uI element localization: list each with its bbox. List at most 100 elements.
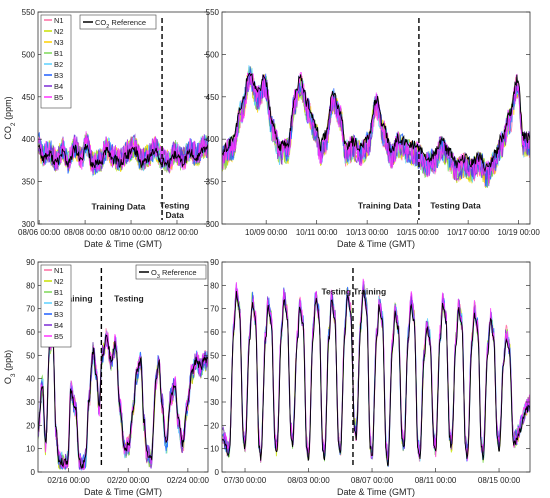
y-axis-label: CO2 (ppm) bbox=[3, 96, 17, 139]
x-tick-label: 07/30 00:00 bbox=[224, 476, 267, 485]
y-tick-label: 350 bbox=[22, 178, 36, 187]
y-tick-label: 80 bbox=[26, 281, 35, 290]
y-tick-label: 10 bbox=[26, 445, 35, 454]
y-tick-label: 400 bbox=[22, 135, 36, 144]
legend-label-B1: B1 bbox=[54, 288, 63, 297]
x-tick-label: 08/08 00:00 bbox=[64, 228, 107, 237]
x-axis-label: Date & Time (GMT) bbox=[84, 487, 162, 497]
ref-label-part: O bbox=[151, 268, 157, 277]
plot-area bbox=[222, 278, 530, 467]
y-tick-label: 550 bbox=[206, 8, 220, 17]
y-tick-label: 350 bbox=[206, 178, 220, 187]
ref-label-subscript: 3 bbox=[157, 274, 160, 280]
annotation-text: Training bbox=[353, 287, 386, 297]
y-tick-label: 30 bbox=[210, 398, 219, 407]
legend-label-B4: B4 bbox=[54, 82, 63, 91]
y-label-subscript: 2 bbox=[10, 122, 17, 126]
reference-line bbox=[222, 72, 530, 173]
y-tick-label: 20 bbox=[210, 421, 219, 430]
ref-label-part: Reference bbox=[160, 268, 197, 277]
annotation-text: Testing bbox=[322, 287, 352, 297]
y-tick-label: 50 bbox=[26, 351, 35, 360]
plot-area bbox=[222, 65, 530, 188]
x-tick-label: 10/09 00:00 bbox=[245, 228, 288, 237]
legend-label-N3: N3 bbox=[54, 38, 64, 47]
legend-label-B5: B5 bbox=[54, 332, 63, 341]
reference-legend: CO2 Reference bbox=[79, 14, 157, 30]
axes-frame bbox=[221, 11, 531, 225]
x-tick-label: 02/20 00:00 bbox=[107, 476, 150, 485]
annotation-text: Testing bbox=[114, 294, 144, 304]
reference-legend-label: CO2 Reference bbox=[95, 18, 146, 30]
legend-label-N1: N1 bbox=[54, 16, 64, 25]
annotation-text: Training Data bbox=[91, 202, 145, 212]
legend-label-N2: N2 bbox=[54, 277, 64, 286]
legend: N1 N2 B1 B2 B3 B4 B5 bbox=[40, 264, 72, 348]
x-tick-label: 02/24 00:00 bbox=[167, 476, 210, 485]
x-tick-label: 08/03 00:00 bbox=[287, 476, 330, 485]
x-axis-label: Date & Time (GMT) bbox=[84, 239, 162, 249]
plot-area bbox=[38, 327, 208, 472]
y-tick-label: 70 bbox=[210, 305, 219, 314]
y-tick-label: 20 bbox=[26, 421, 35, 430]
ref-label-part: Reference bbox=[109, 18, 146, 27]
legend-label-B2: B2 bbox=[54, 299, 63, 308]
x-tick-label: 08/06 00:00 bbox=[18, 228, 61, 237]
y-tick-label: 60 bbox=[26, 328, 35, 337]
x-axis-label: Date & Time (GMT) bbox=[337, 239, 415, 249]
axes-frame bbox=[221, 261, 531, 473]
reference-legend-box bbox=[135, 264, 207, 280]
legend-label-B2: B2 bbox=[54, 60, 63, 69]
x-tick-label: 10/17 00:00 bbox=[447, 228, 490, 237]
y-tick-label: 70 bbox=[26, 305, 35, 314]
panel-co2-oct: 300 350 400 450 500 550 10/09 00:00 10/11 00:00… bbox=[206, 8, 541, 249]
y-tick-label: 40 bbox=[26, 375, 35, 384]
legend-label-B4: B4 bbox=[54, 321, 63, 330]
y-tick-label: 500 bbox=[206, 50, 220, 59]
series-line-B4 bbox=[222, 287, 530, 458]
y-axis-label: O3 (ppb) bbox=[3, 350, 17, 384]
reference-line bbox=[38, 144, 208, 169]
legend-label-N2: N2 bbox=[54, 27, 64, 36]
y-label-part: CO bbox=[3, 126, 13, 140]
reference-legend-box bbox=[79, 14, 157, 30]
legend: N1 N2 N3 B1 B2 B3 B4 B5 bbox=[40, 14, 72, 109]
y-tick-label: 90 bbox=[210, 258, 219, 267]
reference-legend: O3 Reference bbox=[135, 264, 207, 280]
reference-line bbox=[38, 333, 208, 470]
x-tick-label: 02/16 00:00 bbox=[47, 476, 90, 485]
x-tick-label: 08/15 00:00 bbox=[478, 476, 521, 485]
series-line-B4 bbox=[38, 333, 208, 471]
y-tick-label: 90 bbox=[26, 258, 35, 267]
axes-frame bbox=[37, 261, 209, 473]
y-label-part: (ppb) bbox=[3, 350, 13, 374]
annotation-text: Training bbox=[59, 294, 92, 304]
legend-label-B1: B1 bbox=[54, 49, 63, 58]
annotation-text: Data bbox=[165, 210, 184, 220]
x-tick-label: 08/11 00:00 bbox=[415, 476, 457, 485]
annotation-text: Training Data bbox=[358, 201, 412, 211]
series-line-B5 bbox=[38, 131, 208, 175]
ref-label-subscript: 2 bbox=[106, 24, 109, 30]
legend-box bbox=[40, 264, 72, 348]
y-label-part: (ppm) bbox=[3, 96, 13, 122]
y-tick-label: 400 bbox=[206, 135, 220, 144]
reference-line bbox=[222, 289, 530, 466]
panel-o3-jul: 0 10 20 30 40 50 60 70 80 90 07/30 00:00 08/03 00:0… bbox=[210, 258, 531, 497]
legend-label-N1: N1 bbox=[54, 266, 64, 275]
annotation-text: Testing bbox=[160, 201, 190, 211]
x-tick-label: 10/15 00:00 bbox=[397, 228, 440, 237]
y-tick-label: 50 bbox=[210, 351, 219, 360]
y-tick-label: 40 bbox=[210, 375, 219, 384]
reference-legend-label: O3 Reference bbox=[151, 268, 197, 280]
y-tick-label: 500 bbox=[22, 50, 36, 59]
legend-label-B5: B5 bbox=[54, 93, 63, 102]
legend-label-B3: B3 bbox=[54, 310, 63, 319]
y-tick-label: 300 bbox=[22, 220, 36, 229]
y-label-subscript: 3 bbox=[10, 373, 17, 377]
x-tick-label: 10/13 00:00 bbox=[346, 228, 389, 237]
x-tick-label: 10/19 00:00 bbox=[498, 228, 541, 237]
y-label-part: O bbox=[3, 377, 13, 384]
panel-o3-feb: 0 10 20 30 40 50 60 70 80 90 02/16 00:00 02/20 00:0… bbox=[3, 258, 210, 497]
